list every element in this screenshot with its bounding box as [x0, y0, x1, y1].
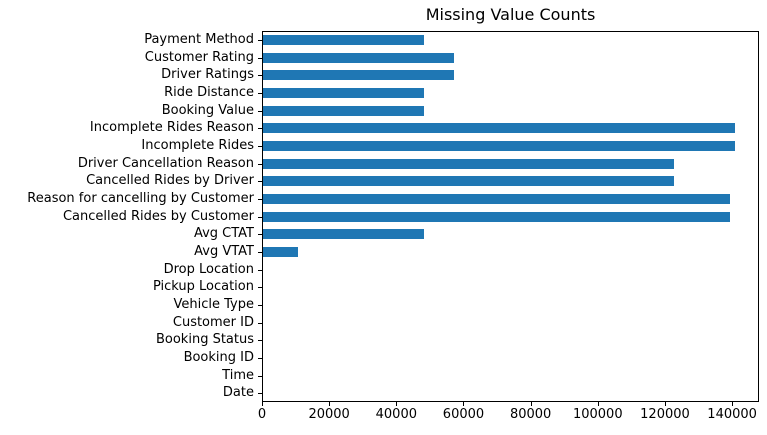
y-tick-label-booking-status: Booking Status [155, 332, 254, 348]
x-tick-label-40000: 40000 [375, 407, 417, 422]
x-tick-mark [463, 402, 465, 406]
x-tick-label-0: 0 [257, 407, 267, 422]
x-tick-label-80000: 80000 [509, 407, 552, 422]
y-tick-mark [258, 251, 262, 253]
y-tick-mark [258, 393, 262, 395]
y-tick-mark [258, 375, 262, 377]
y-tick-label-driver-cancellation-reason: Driver Cancellation Reason [77, 155, 254, 171]
y-tick-mark [258, 340, 262, 342]
y-tick-label-drop-location: Drop Location [163, 261, 254, 277]
y-tick-label-cancelled-rides-by-customer: Cancelled Rides by Customer [62, 208, 254, 224]
x-tick-mark [732, 402, 734, 406]
bar-booking-value [263, 105, 424, 116]
x-tick-mark [396, 402, 398, 406]
y-tick-label-customer-id: Customer ID [172, 314, 254, 330]
y-tick-mark [258, 92, 262, 94]
bar-reason-for-cancelling-by-customer [263, 193, 730, 204]
y-tick-mark [258, 181, 262, 183]
bar-cancelled-rides-by-customer [263, 211, 730, 222]
y-tick-label-booking-value: Booking Value [161, 102, 254, 118]
y-tick-label-reason-for-cancelling-by-customer: Reason for cancelling by Customer [27, 191, 254, 206]
x-tick-label-140000: 140000 [707, 407, 757, 422]
y-tick-label-incomplete-rides-reason: Incomplete Rides Reason [89, 120, 254, 136]
bar-customer-rating [263, 52, 454, 63]
bar-avg-ctat [263, 229, 424, 240]
y-tick-label-booking-id: Booking ID [183, 350, 254, 365]
x-tick-mark [664, 402, 666, 406]
chart-title: Missing Value Counts [425, 5, 596, 24]
x-tick-mark [329, 402, 331, 406]
y-tick-mark [258, 287, 262, 289]
x-tick-label-60000: 60000 [442, 407, 485, 422]
y-tick-label-avg-vtat: Avg VTAT [194, 244, 254, 259]
y-tick-label-payment-method: Payment Method [144, 32, 254, 47]
y-tick-label-vehicle-type: Vehicle Type [173, 297, 254, 312]
y-tick-mark [258, 128, 262, 130]
x-tick-mark [597, 402, 599, 406]
y-tick-mark [258, 75, 262, 77]
y-tick-mark [258, 198, 262, 200]
y-tick-label-customer-rating: Customer Rating [144, 49, 254, 65]
y-tick-mark [258, 304, 262, 306]
bar-payment-method [263, 34, 424, 45]
x-tick-label-100000: 100000 [572, 407, 623, 422]
bar-driver-ratings [263, 70, 454, 81]
y-tick-label-pickup-location: Pickup Location [152, 279, 254, 295]
x-tick-mark [530, 402, 532, 406]
y-tick-mark [258, 234, 262, 236]
y-tick-mark [258, 322, 262, 324]
y-tick-label-avg-ctat: Avg CTAT [193, 226, 254, 242]
y-tick-mark [258, 39, 262, 41]
bar-incomplete-rides [263, 140, 735, 151]
x-tick-label-120000: 120000 [640, 407, 690, 422]
y-tick-mark [258, 357, 262, 359]
x-tick-mark [262, 402, 263, 406]
plot-area [262, 31, 759, 402]
bar-cancelled-rides-by-driver [263, 176, 675, 187]
bar-avg-vtat [263, 246, 299, 257]
y-tick-label-ride-distance: Ride Distance [164, 85, 254, 100]
y-tick-mark [258, 145, 262, 147]
y-tick-label-date: Date [222, 385, 254, 401]
y-tick-label-incomplete-rides: Incomplete Rides [141, 138, 254, 153]
y-tick-label-time: Time [222, 367, 254, 383]
y-tick-mark [258, 57, 262, 59]
y-tick-mark [258, 216, 262, 218]
x-tick-label-20000: 20000 [308, 407, 350, 422]
bar-ride-distance [263, 87, 424, 98]
y-tick-mark [258, 110, 262, 112]
y-tick-label-driver-ratings: Driver Ratings [161, 67, 254, 83]
bar-incomplete-rides-reason [263, 123, 735, 134]
y-tick-label-cancelled-rides-by-driver: Cancelled Rides by Driver [86, 173, 254, 189]
y-tick-mark [258, 269, 262, 271]
bar-driver-cancellation-reason [263, 158, 675, 169]
y-tick-mark [258, 163, 262, 165]
